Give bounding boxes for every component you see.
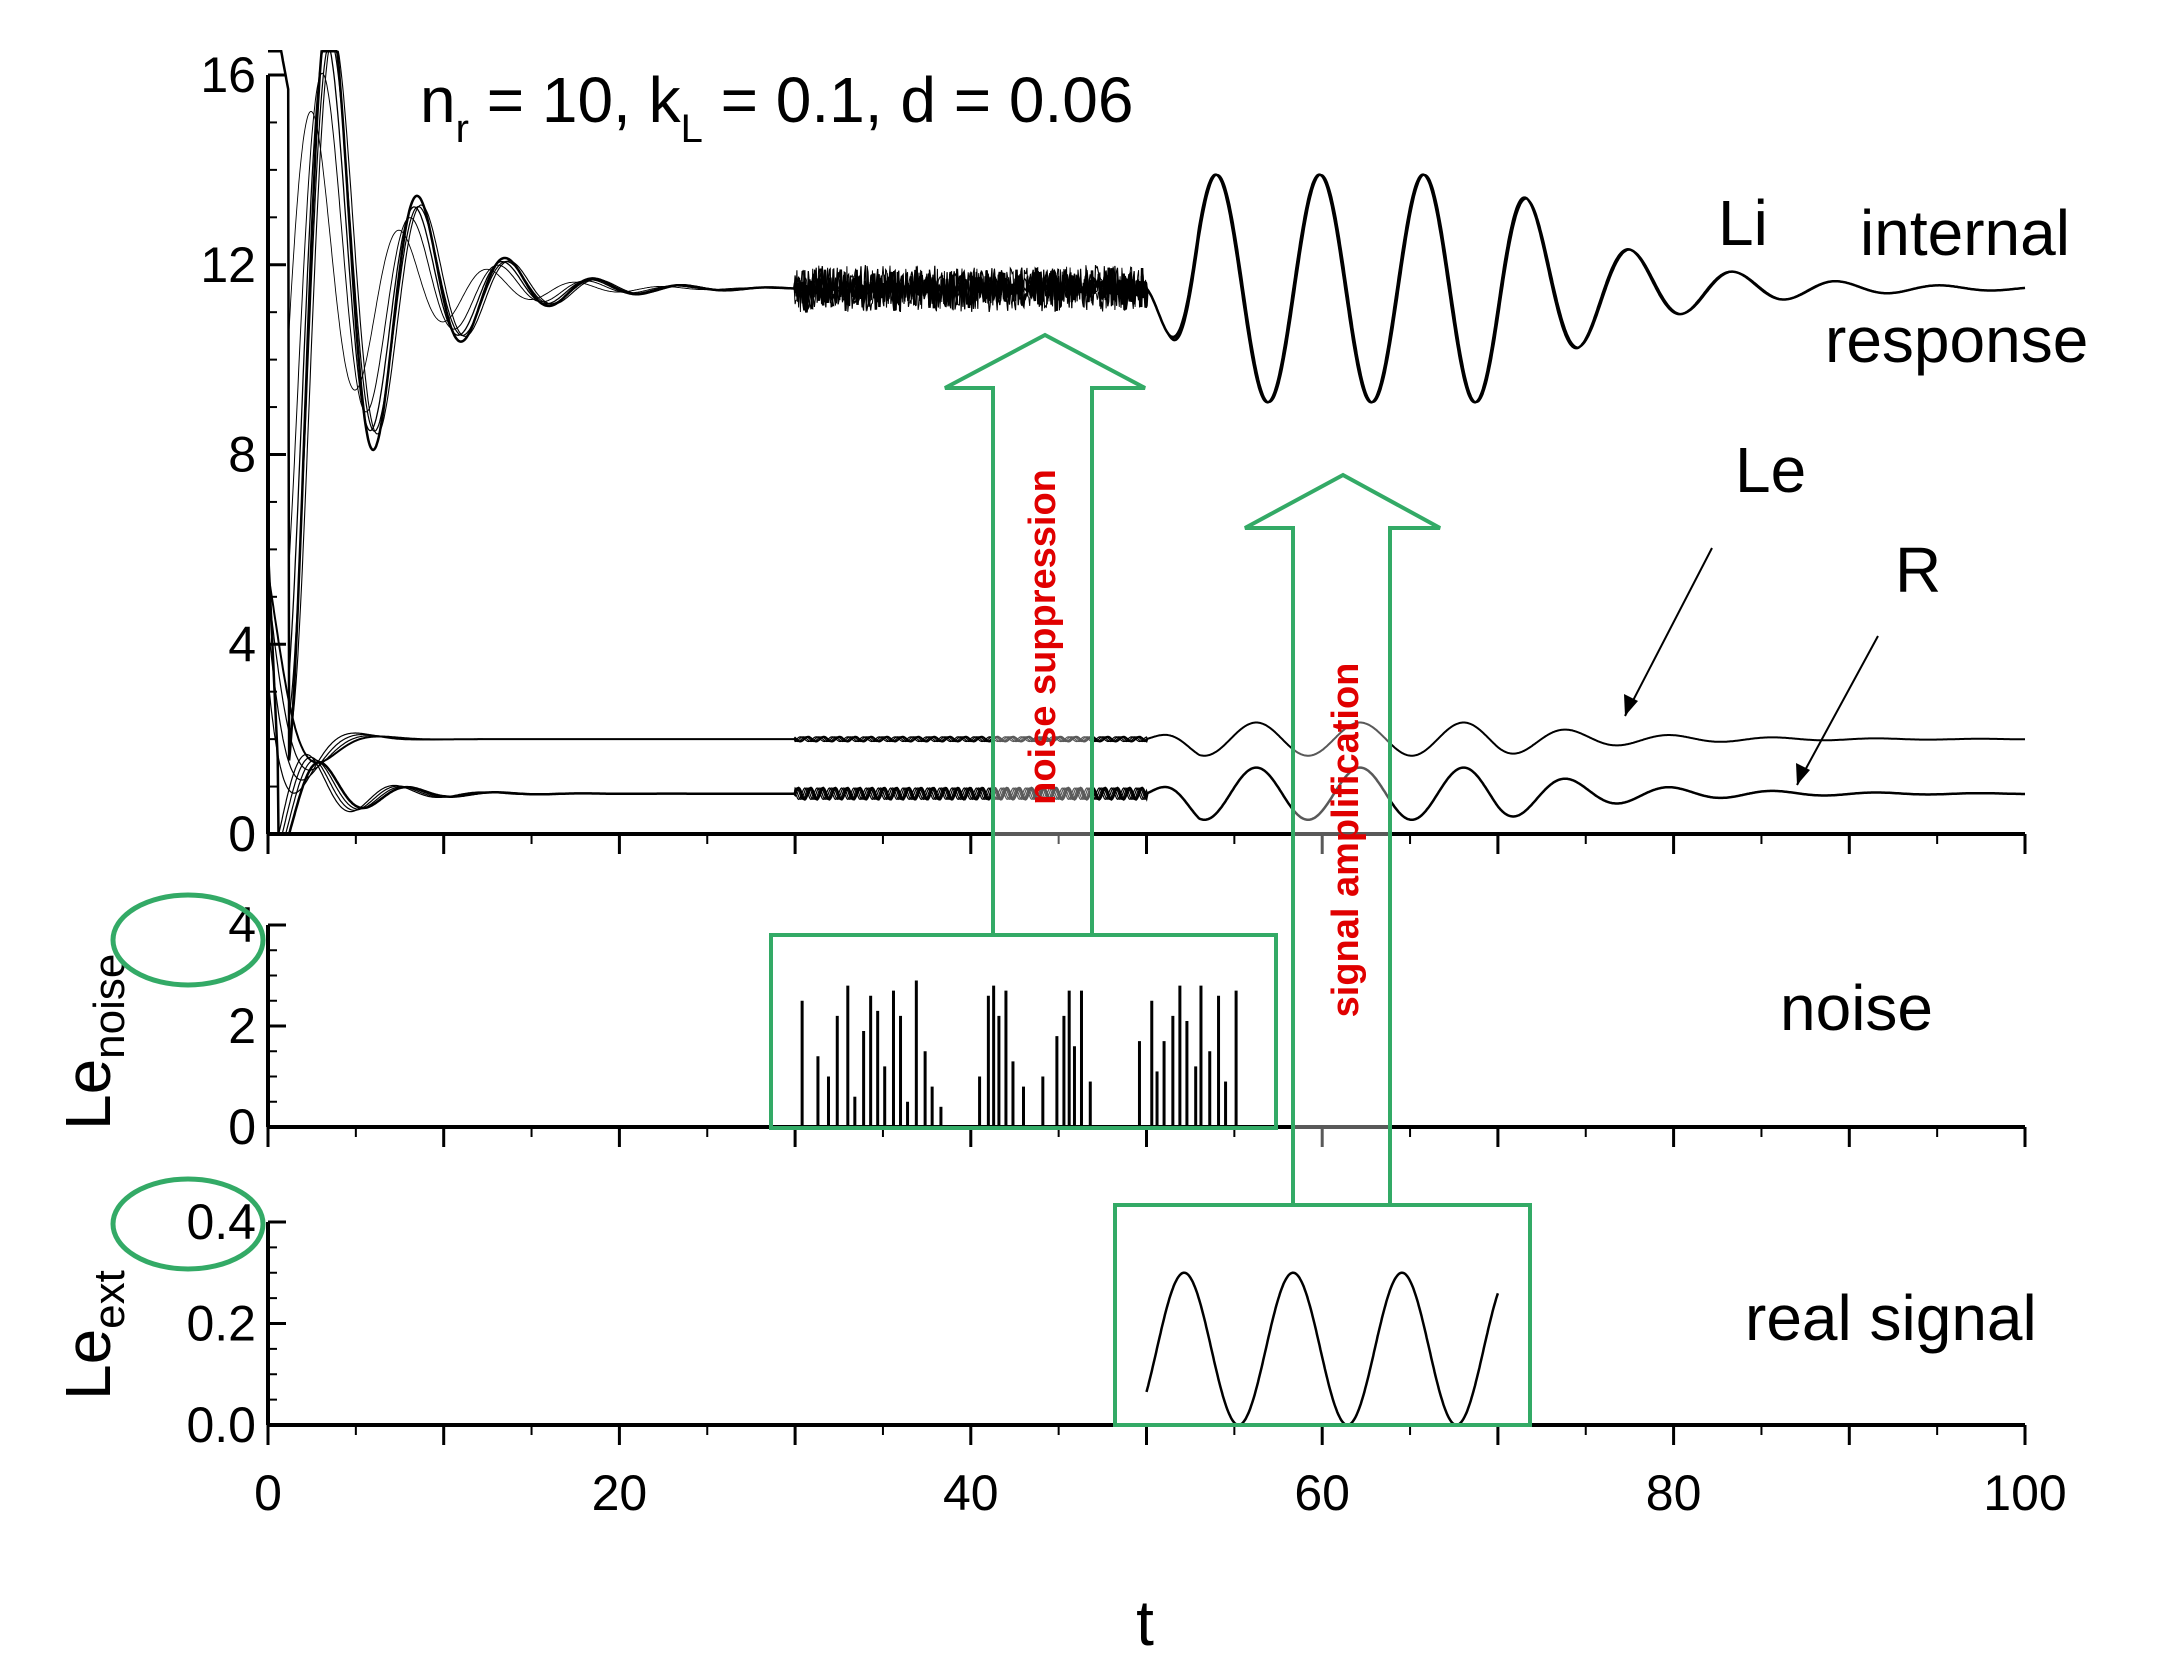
le-curve [267, 678, 2025, 794]
noise-scale-highlight [110, 892, 266, 988]
signal-amplification-label: signal amplification [1325, 663, 1367, 1018]
internal-label: internal [1860, 197, 2070, 269]
real-signal-side-label: real signal [1745, 1282, 2037, 1354]
r-curve [267, 549, 2025, 835]
li-label: Li [1718, 187, 1768, 259]
li-curve [268, 50, 2025, 674]
bottom-y-ticks: 0.0 0.2 0.4 [186, 1194, 286, 1453]
top-y-tick-label: 4 [228, 616, 256, 672]
top-y-tick-label: 16 [200, 47, 256, 103]
response-label: response [1825, 304, 2088, 376]
li-curve [268, 50, 2026, 731]
bot-y-tick-label: 0.2 [186, 1296, 256, 1352]
bot-y-tick-label: 0.0 [186, 1397, 256, 1453]
middle-panel: 024 Lenoise noise [52, 892, 2027, 1155]
noise-pulses [800, 980, 1238, 1127]
middle-x-ticks [266, 1127, 2027, 1147]
top-curves [266, 50, 2026, 836]
bottom-panel: 0.0 0.2 0.4 Leext real signal t [52, 1176, 2037, 1659]
top-title: nr = 10, kL = 0.1, d = 0.06 [420, 64, 1133, 151]
li-curve [268, 50, 2026, 716]
r-label: R [1895, 534, 1941, 606]
le-curve [267, 586, 2025, 771]
x-tick-labels: 0 20 40 60 80 100 [254, 1465, 2067, 1521]
x-tick-label: 60 [1294, 1465, 1350, 1521]
mid-y-tick-label: 2 [228, 998, 256, 1054]
top-y-tick-label: 8 [228, 427, 256, 483]
r-pointer-arrow [1796, 635, 1879, 786]
top-y-tick-label: 0 [228, 806, 256, 862]
top-y-ticks: 0 4 8 12 16 [200, 47, 286, 862]
bottom-x-ticks [266, 1425, 2027, 1445]
top-y-tick-label: 12 [200, 237, 256, 293]
le-pointer-arrow [1624, 547, 1713, 717]
noise-ylabel: Lenoise [52, 954, 134, 1130]
le-curve [267, 572, 2025, 764]
top-x-ticks [266, 834, 2027, 854]
noise-suppression-arrow: noise suppression [944, 332, 1146, 937]
le-label: Le [1735, 434, 1806, 506]
signal-amplification-arrow: signal amplification [1244, 472, 1441, 1207]
x-tick-label: 80 [1646, 1465, 1702, 1521]
signal-box [1113, 1203, 1532, 1427]
ext-ylabel: Leext [52, 1270, 134, 1400]
x-axis-title: t [1136, 1587, 1154, 1659]
mid-y-tick-label: 0 [228, 1099, 256, 1155]
x-tick-label: 40 [943, 1465, 999, 1521]
middle-y-ticks: 024 [228, 897, 286, 1155]
ext-scale-highlight [110, 1176, 266, 1272]
li-curve [268, 50, 2025, 403]
x-tick-label: 20 [592, 1465, 648, 1521]
le-curve [267, 623, 2025, 781]
x-tick-label: 0 [254, 1465, 282, 1521]
noise-suppression-label: noise suppression [1022, 469, 1064, 805]
top-panel: nr = 10, kL = 0.1, d = 0.06 0 4 8 12 16 Li i… [200, 47, 2088, 862]
noise-side-label: noise [1780, 972, 1933, 1044]
li-curve [268, 50, 2026, 761]
bot-y-tick-label: 0.4 [186, 1194, 256, 1250]
x-tick-label: 100 [1983, 1465, 2066, 1521]
real-signal-curve [1145, 1271, 1500, 1427]
